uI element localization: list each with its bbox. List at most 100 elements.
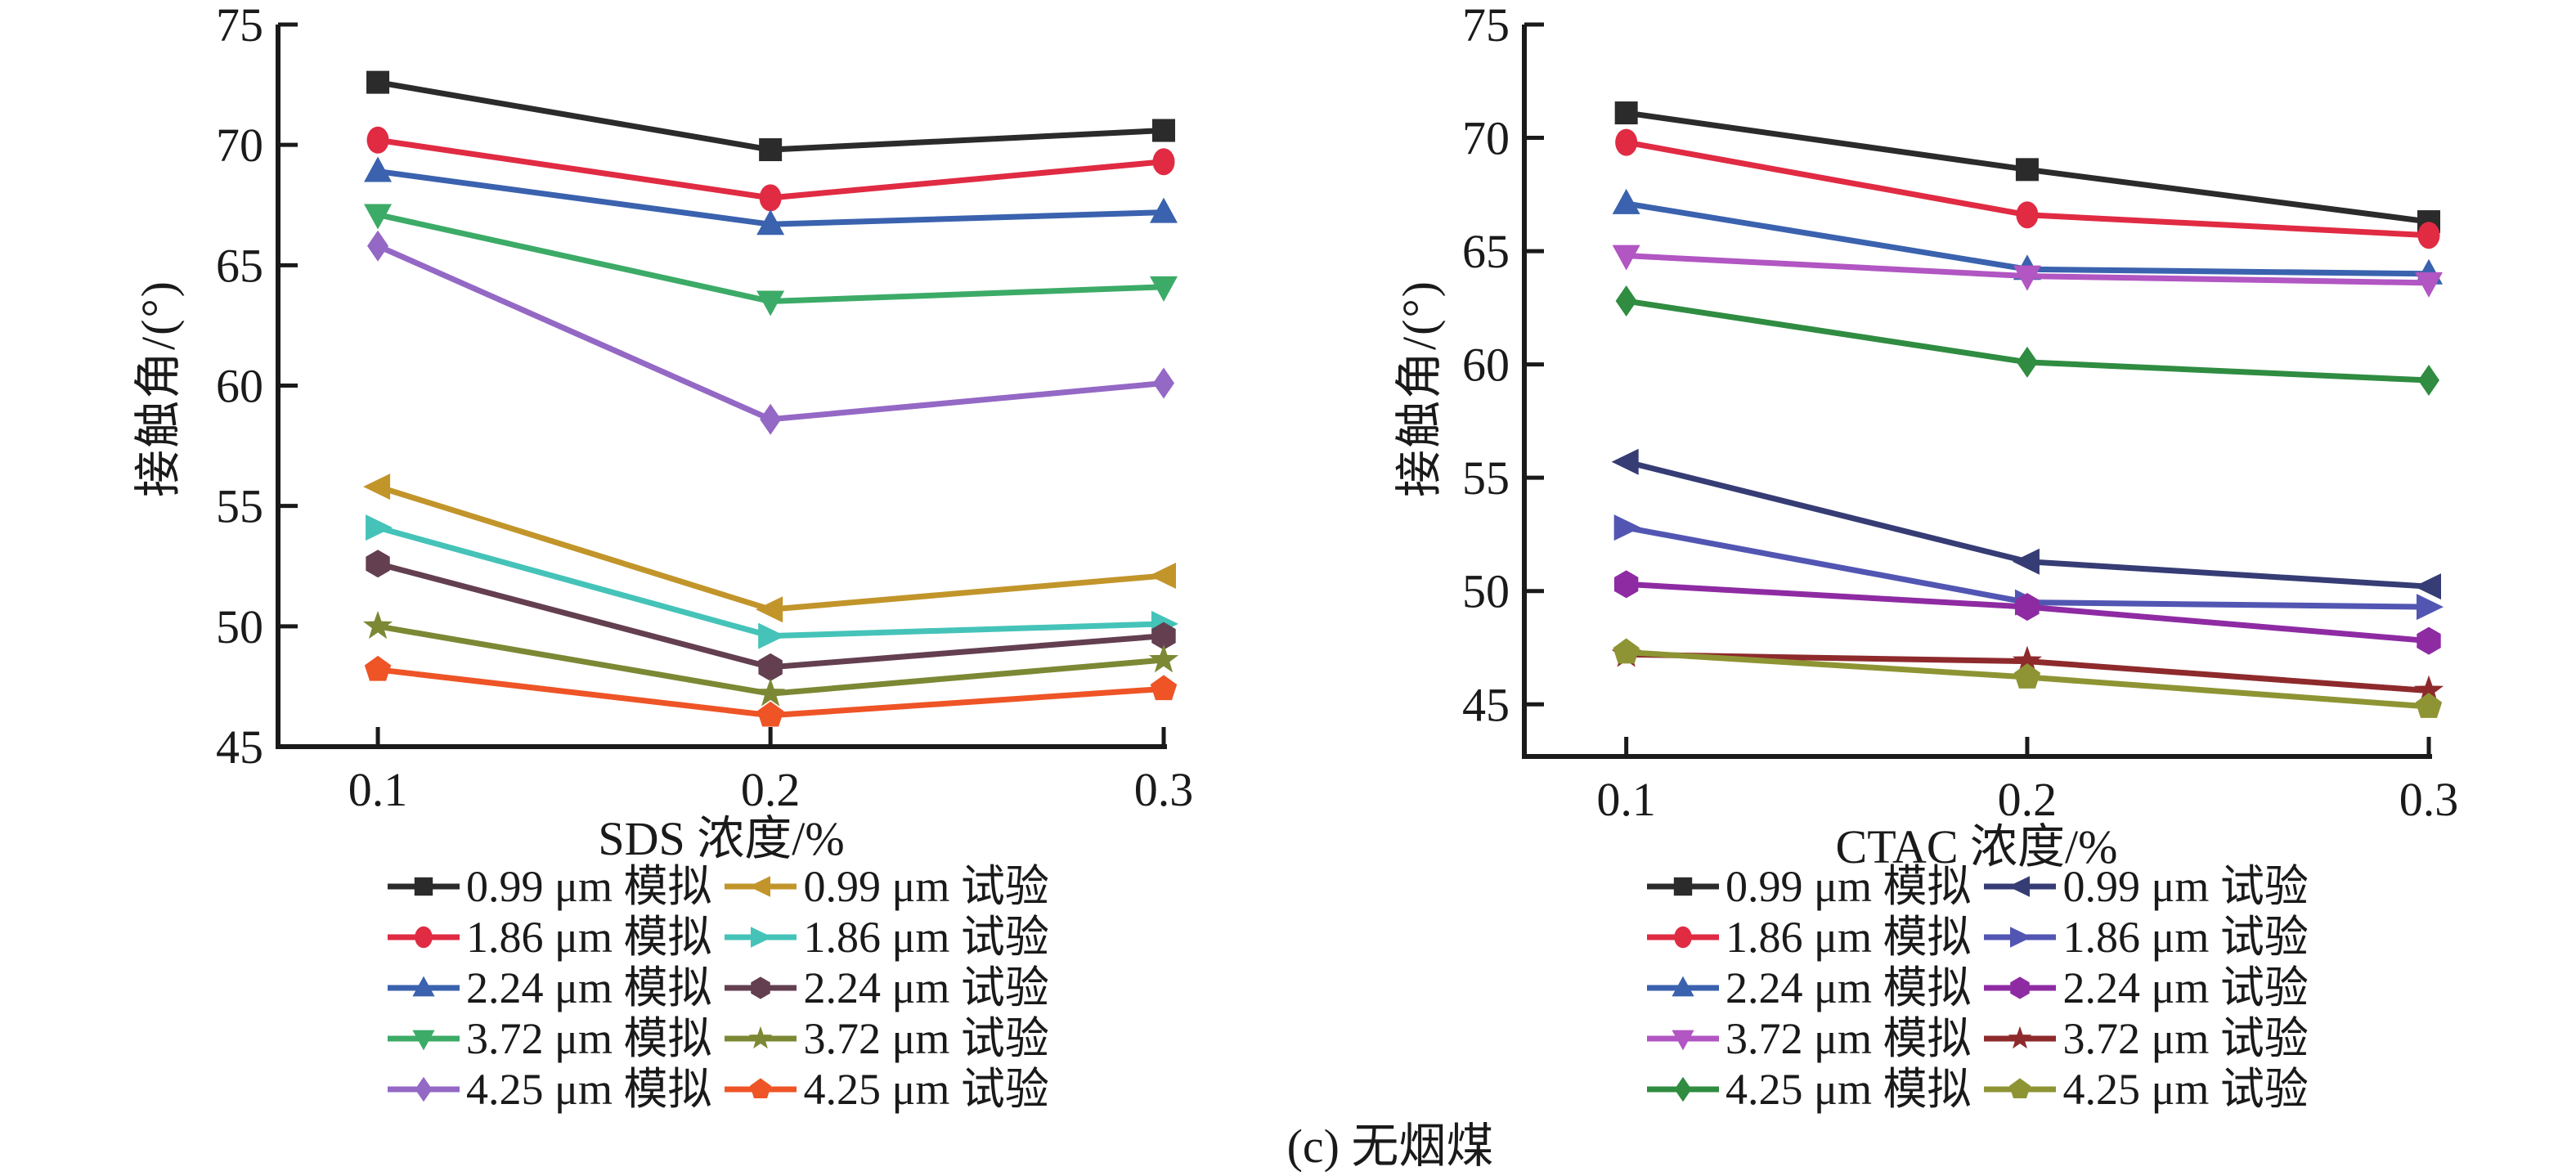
y-tick-label: 70 xyxy=(216,119,263,172)
triangle-right-marker xyxy=(758,622,786,649)
legend-label: 1.86 μm 试验 xyxy=(2062,913,2309,962)
legend-item: 3.72 μm 试验 xyxy=(1982,1017,2309,1061)
legend-label: 0.99 μm 试验 xyxy=(803,862,1049,911)
circle-marker xyxy=(1615,128,1638,156)
triangle-right-marker xyxy=(751,927,773,948)
series xyxy=(366,550,1176,681)
star-marker xyxy=(2413,675,2444,704)
y-tick-label: 60 xyxy=(216,360,263,413)
diamond-marker xyxy=(2418,365,2439,397)
triangle-right-marker xyxy=(1613,514,1641,541)
x-tick-label: 0.1 xyxy=(348,763,408,816)
sds-chart: 45 50 55 60 65 70 75 0.1 0.2 0.3 xyxy=(216,0,1193,816)
legend-label: 1.86 μm 模拟 xyxy=(466,913,712,962)
legend-swatch xyxy=(1647,976,1719,997)
legend-item: 1.86 μm 试验 xyxy=(1982,913,2309,962)
y-tick-label: 65 xyxy=(1462,225,1510,278)
series xyxy=(363,474,1176,623)
x-tick-label: 0.3 xyxy=(2399,773,2459,826)
series xyxy=(366,126,1175,212)
pentagon-marker xyxy=(756,701,784,727)
series xyxy=(1615,285,2439,397)
circle-marker xyxy=(2016,201,2039,229)
legend-swatch xyxy=(388,877,460,896)
series xyxy=(364,156,1178,236)
y-tick-label: 70 xyxy=(1462,112,1510,165)
diamond-marker xyxy=(415,1076,433,1102)
circle-marker xyxy=(1152,148,1175,176)
legend-item: 4.25 μm 模拟 xyxy=(386,1067,711,1111)
series xyxy=(1613,570,2441,655)
legend-swatch xyxy=(388,976,460,997)
pentagon-marker xyxy=(1613,638,1640,664)
series xyxy=(366,514,1178,649)
hexagon-marker xyxy=(1613,570,1639,599)
hexagon-marker xyxy=(366,550,390,578)
series xyxy=(1615,128,2440,249)
legend-swatch xyxy=(388,1030,460,1051)
triangle-right-marker xyxy=(366,514,393,541)
triangle-up-marker xyxy=(756,209,785,236)
x-tick-label: 0.2 xyxy=(741,763,801,816)
legend-item: 0.99 μm 模拟 xyxy=(386,864,711,909)
right-y-axis-title: 接触角/(°) xyxy=(1393,280,1446,497)
series xyxy=(1613,638,2443,718)
triangle-left-marker xyxy=(749,876,771,897)
legend-swatch xyxy=(725,1026,797,1049)
pentagon-marker xyxy=(750,1078,772,1099)
hexagon-marker xyxy=(751,976,771,999)
triangle-left-marker xyxy=(2414,573,2441,600)
circle-marker xyxy=(2417,222,2440,249)
legend-swatch xyxy=(725,976,797,999)
series-line xyxy=(376,243,1165,423)
legend-swatch xyxy=(1984,1078,2057,1099)
y-tick-label: 50 xyxy=(216,600,263,653)
star-marker xyxy=(756,678,786,707)
legend-swatch xyxy=(1984,976,2057,999)
legend-label: 4.25 μm 试验 xyxy=(2062,1065,2309,1114)
triangle-left-marker xyxy=(756,596,783,623)
legend-item: 2.24 μm 模拟 xyxy=(1645,966,1971,1010)
x-tick-label: 0.2 xyxy=(1998,773,2058,826)
square-marker xyxy=(1614,101,1638,125)
legend-swatch xyxy=(725,927,797,948)
legend-label: 4.25 μm 试验 xyxy=(803,1065,1049,1114)
legend-item: 0.99 μm 试验 xyxy=(723,862,1049,911)
ctac-chart: 45 50 55 60 65 70 75 0.1 0.2 0.3 xyxy=(1462,0,2458,826)
legend-label: 0.99 μm 试验 xyxy=(2062,862,2309,911)
hexagon-marker xyxy=(1151,622,1176,650)
pentagon-marker xyxy=(2013,663,2041,689)
series xyxy=(367,230,1174,435)
legend-label: 2.24 μm 模拟 xyxy=(466,963,712,1012)
legend-swatch xyxy=(1984,876,2057,897)
legend-item: 3.72 μm 模拟 xyxy=(386,1017,711,1061)
legend-item: 1.86 μm 试验 xyxy=(723,915,1049,959)
triangle-left-marker xyxy=(1149,563,1176,590)
star-marker xyxy=(749,1026,773,1049)
diamond-marker xyxy=(1615,285,1637,317)
square-marker xyxy=(759,138,783,162)
star-marker xyxy=(2008,1026,2032,1049)
right-x-axis-title: CTAC 浓度/% xyxy=(1835,820,2118,873)
legend-label: 2.24 μm 模拟 xyxy=(1726,963,1972,1012)
legend-label: 2.24 μm 试验 xyxy=(2062,963,2309,1012)
hexagon-marker xyxy=(758,653,783,681)
legend-swatch xyxy=(1647,926,1719,949)
y-tick-label: 50 xyxy=(1462,565,1510,618)
series xyxy=(1612,245,2443,298)
legend-item: 2.24 μm 试验 xyxy=(1982,963,2309,1012)
legend-label: 3.72 μm 模拟 xyxy=(1726,1014,1972,1063)
triangle-up-marker xyxy=(1612,188,1640,214)
legend-swatch xyxy=(1647,1030,1719,1051)
y-tick-label: 60 xyxy=(1462,339,1510,392)
diamond-marker xyxy=(760,403,782,435)
y-tick-label: 75 xyxy=(216,0,263,52)
circle-marker xyxy=(759,184,782,212)
legend-item: 2.24 μm 试验 xyxy=(723,966,1049,1010)
series xyxy=(362,610,1179,707)
triangle-down-marker xyxy=(364,204,393,230)
triangle-down-marker xyxy=(412,1030,435,1051)
triangle-up-marker xyxy=(364,156,393,182)
triangle-left-marker xyxy=(363,474,391,500)
